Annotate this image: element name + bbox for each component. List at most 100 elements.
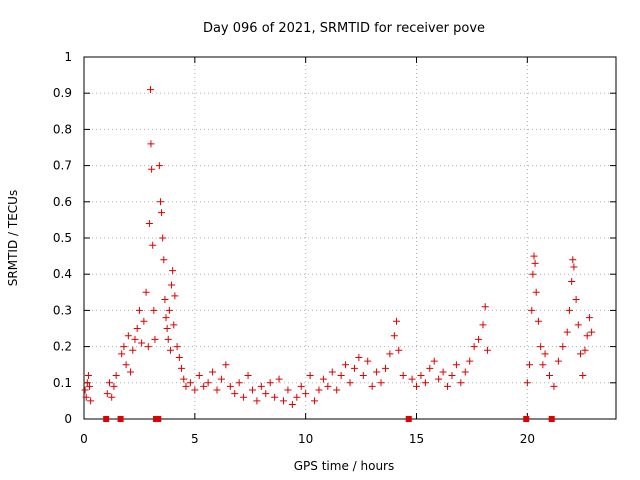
data-point: [293, 393, 301, 401]
data-point: [483, 346, 491, 354]
data-point: [532, 288, 540, 296]
data-point: [526, 361, 534, 369]
data-point: [530, 252, 538, 260]
data-gap-marker: [548, 416, 555, 422]
data-point: [163, 325, 171, 332]
data-gap-marker: [405, 416, 412, 422]
data-point: [368, 382, 376, 390]
data-point: [452, 361, 460, 369]
data-point: [120, 343, 128, 351]
data-point: [155, 162, 163, 170]
data-point: [226, 382, 234, 390]
data-gap-marker: [523, 416, 530, 422]
y-tick-label: 0.3: [53, 303, 72, 317]
data-point: [178, 364, 186, 372]
data-point: [377, 379, 385, 387]
data-point: [559, 343, 567, 351]
data-point: [417, 372, 425, 380]
data-point: [129, 346, 137, 354]
data-point: [144, 343, 152, 351]
data-gap-markers: [103, 416, 555, 422]
data-point: [448, 372, 456, 380]
x-tick-label: 20: [520, 432, 535, 446]
data-point: [84, 372, 92, 380]
data-point: [284, 386, 292, 394]
data-point: [579, 372, 587, 380]
data-point: [195, 372, 203, 380]
y-tick-label: 0.7: [53, 159, 72, 173]
data-point: [342, 361, 350, 369]
data-point: [393, 317, 401, 325]
data-point: [466, 357, 474, 365]
data-point: [421, 379, 429, 387]
data-point: [170, 321, 178, 329]
y-tick-label: 0.2: [53, 340, 72, 354]
data-point: [311, 397, 319, 405]
data-point: [182, 382, 190, 390]
data-point: [147, 140, 155, 148]
data-point: [537, 343, 545, 351]
data-point: [395, 346, 403, 354]
data-point: [430, 357, 438, 365]
data-point: [324, 382, 332, 390]
data-point: [164, 335, 172, 343]
data-point: [333, 386, 341, 394]
data-point: [302, 390, 310, 398]
data-point: [156, 198, 164, 206]
data-point: [364, 357, 372, 365]
data-point: [131, 335, 139, 343]
data-point: [457, 379, 465, 387]
data-point: [585, 314, 593, 322]
data-point: [191, 386, 199, 394]
data-point: [165, 306, 173, 314]
data-point: [574, 321, 582, 329]
data-point: [565, 306, 573, 314]
data-point: [248, 386, 256, 394]
data-point: [124, 332, 132, 340]
data-point: [288, 401, 296, 409]
data-point: [570, 263, 578, 271]
data-point: [280, 397, 287, 405]
data-point: [173, 343, 181, 351]
data-point: [86, 382, 94, 390]
data-point: [209, 368, 217, 376]
data-point: [150, 306, 158, 314]
data-point: [217, 375, 225, 383]
data-point: [112, 372, 120, 380]
data-point: [138, 339, 146, 347]
data-point: [470, 343, 478, 351]
data-point: [161, 296, 169, 304]
data-point: [257, 382, 265, 390]
data-point: [200, 382, 208, 390]
data-point: [253, 397, 261, 405]
data-point: [186, 379, 194, 387]
data-point: [539, 361, 547, 369]
data-point: [262, 390, 270, 398]
data-point: [439, 368, 447, 376]
data-point: [541, 350, 549, 358]
data-point: [180, 375, 188, 383]
data-point: [297, 382, 305, 390]
data-point: [149, 241, 157, 249]
data-gap-marker: [117, 416, 124, 422]
data-point: [166, 346, 174, 354]
data-point: [408, 375, 416, 383]
data-point: [444, 382, 452, 390]
data-point: [328, 368, 336, 376]
data-point: [568, 277, 576, 285]
y-tick-label: 0.4: [53, 267, 72, 281]
data-point: [563, 328, 571, 336]
data-gap-marker: [155, 416, 162, 422]
data-point: [426, 364, 434, 372]
data-point: [222, 361, 230, 369]
data-point: [235, 379, 243, 387]
data-point: [523, 379, 531, 387]
x-tick-label: 10: [298, 432, 313, 446]
data-point: [435, 375, 443, 383]
data-point: [133, 325, 141, 332]
data-point: [145, 220, 153, 228]
data-point: [583, 332, 591, 340]
data-point: [337, 372, 345, 380]
data-point: [546, 372, 553, 380]
data-point: [569, 256, 577, 264]
